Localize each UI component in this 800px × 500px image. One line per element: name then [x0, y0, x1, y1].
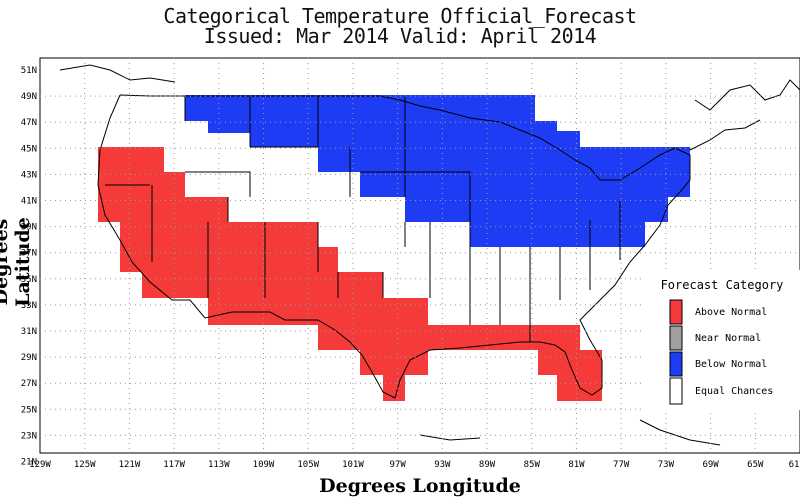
y-tick-label: 49N [21, 92, 37, 102]
x-tick-label: 125W [74, 460, 96, 470]
y-tick-label: 35N [21, 275, 37, 285]
x-tick-label: 129W [29, 460, 51, 470]
x-axis-title: Degrees Longitude [319, 475, 521, 497]
legend-swatch-near [669, 325, 683, 351]
y-tick-label: 27N [21, 379, 37, 389]
y-tick-label: 45N [21, 144, 37, 154]
legend-swatch-below [669, 351, 683, 377]
y-tick-label: 25N [21, 405, 37, 415]
map-subtitle: Issued: Mar 2014 Valid: April 2014 [203, 24, 597, 48]
x-tick-label: 113W [208, 460, 230, 470]
y-tick-label: 39N [21, 223, 37, 233]
y-tick-label: 21N [21, 458, 37, 468]
map-title: Categorical Temperature Official_Forecas… [163, 4, 637, 28]
x-tick-label: 77W [613, 460, 630, 470]
y-tick-label: 47N [21, 118, 37, 128]
legend-swatch-equal [669, 377, 683, 405]
legend-label-equal: Equal Chances [695, 386, 773, 397]
x-tick-label: 85W [524, 460, 541, 470]
x-tick-label: 89W [479, 460, 496, 470]
legend-swatch-above [669, 299, 683, 325]
legend-label-near: Near Normal [695, 333, 761, 344]
below-normal-region [185, 95, 690, 247]
legend: Forecast Category Above Normal Near Norm… [645, 270, 800, 410]
x-tick-label: 101W [342, 460, 364, 470]
y-tick-label: 31N [21, 327, 37, 337]
x-tick-label: 97W [390, 460, 407, 470]
y-tick-labels: 51N 49N 47N 45N 43N 41N 39N 37N 35N 33N 31N 29N 27N 2… [21, 66, 37, 468]
legend-label-above: Above Normal [695, 307, 767, 318]
y-tick-label: 33N [21, 301, 37, 311]
x-tick-labels: 129W 125W 121W 117W 113W 109W 105W 101W 97W 93W 89… [29, 460, 799, 470]
x-tick-label: 73W [658, 460, 675, 470]
y-tick-label: 37N [21, 249, 37, 259]
y-tick-label: 29N [21, 353, 37, 363]
x-tick-label: 121W [119, 460, 141, 470]
legend-title: Forecast Category [661, 278, 784, 292]
x-tick-label: 109W [253, 460, 275, 470]
x-tick-label: 117W [163, 460, 185, 470]
boundary-lines [59, 64, 800, 446]
gridlines [40, 58, 800, 453]
y-tick-label: 41N [21, 197, 37, 207]
y-axis-title: Degrees Latitude [0, 217, 34, 307]
legend-label-below: Below Normal [695, 359, 767, 370]
x-tick-label: 69W [702, 460, 719, 470]
x-tick-label: 81W [568, 460, 585, 470]
x-tick-label: 65W [747, 460, 764, 470]
above-normal-region [98, 147, 602, 401]
x-tick-label: 93W [434, 460, 451, 470]
y-tick-label: 51N [21, 66, 37, 76]
x-tick-label: 61 [789, 460, 800, 470]
x-tick-label: 105W [297, 460, 319, 470]
y-tick-label: 23N [21, 431, 37, 441]
y-tick-label: 43N [21, 170, 37, 180]
